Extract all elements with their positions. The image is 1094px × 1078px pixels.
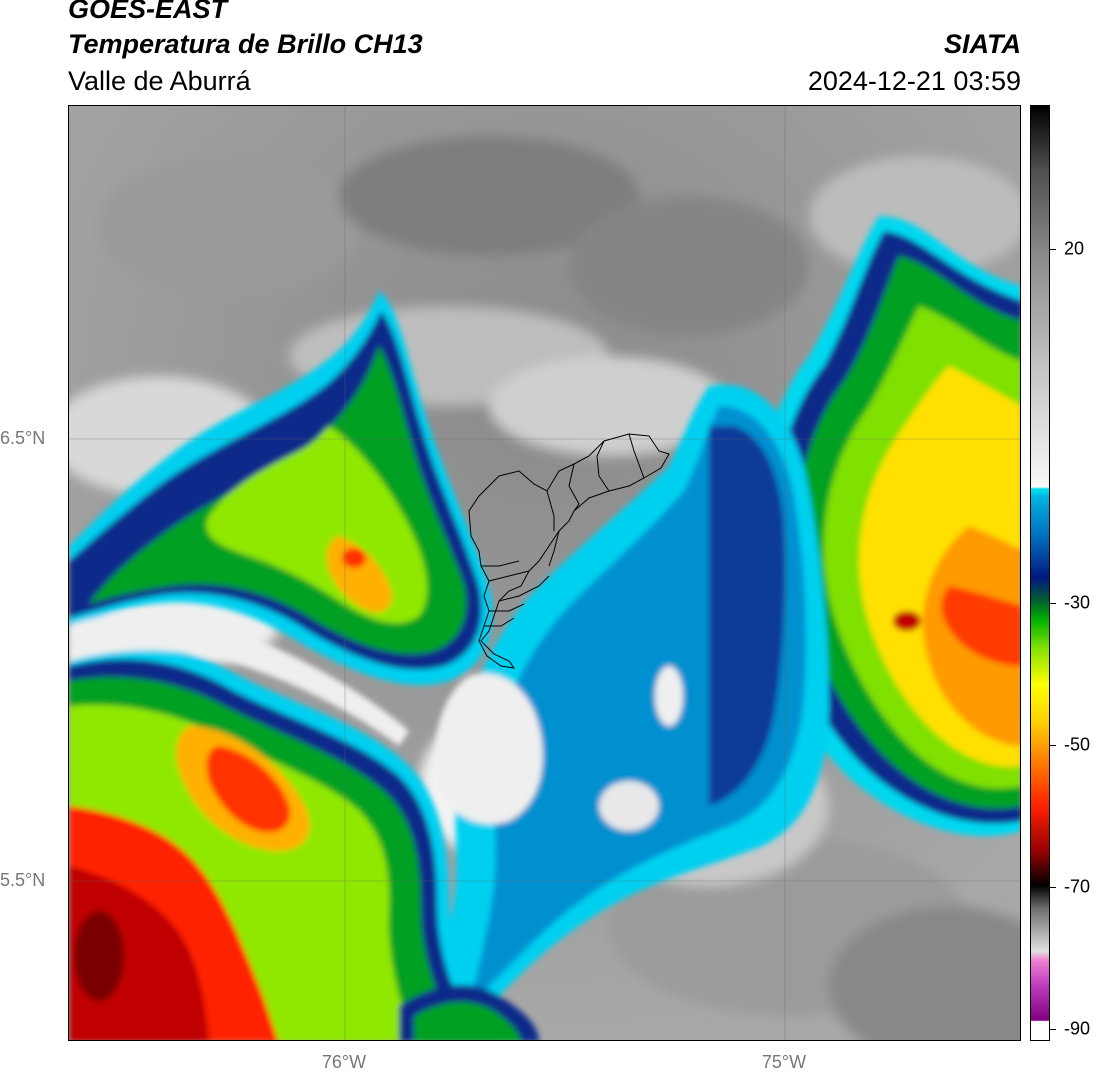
colorbar-label-minus70: -70	[1064, 876, 1091, 897]
colorbar	[1030, 105, 1050, 1041]
colorbar-label-minus30: -30	[1064, 592, 1091, 613]
colorbar-tick	[1050, 603, 1056, 604]
map-canvas	[69, 106, 1020, 1040]
colorbar-label-20: 20	[1064, 238, 1085, 259]
colorbar-tick	[1050, 249, 1056, 250]
satellite-map[interactable]	[68, 105, 1021, 1041]
graticule	[69, 106, 1020, 1040]
cold-cloud-layer	[69, 216, 1020, 1040]
lon-label-76: 76°W	[321, 1052, 367, 1072]
lat-label-6-5: 6.5°N	[0, 428, 46, 448]
satellite-title: GOES-EAST	[68, 0, 228, 24]
lon-label-75: 75°W	[761, 1052, 807, 1072]
region-label: Valle de Aburrá	[68, 66, 251, 96]
colorbar-tick	[1050, 1029, 1056, 1030]
organization-label: SIATA	[944, 29, 1021, 59]
municipality-boundaries	[468, 433, 670, 669]
datetime-label: 2024-12-21 03:59	[807, 66, 1021, 96]
colorbar-gradient	[1031, 106, 1049, 1040]
colorbar-tick	[1050, 745, 1056, 746]
colorbar-label-minus90: -90	[1064, 1018, 1091, 1039]
colorbar-tick	[1050, 887, 1056, 888]
lat-label-5-5: 5.5°N	[0, 870, 46, 890]
colorbar-label-minus50: -50	[1064, 734, 1091, 755]
product-title: Temperatura de Brillo CH13	[68, 29, 423, 59]
